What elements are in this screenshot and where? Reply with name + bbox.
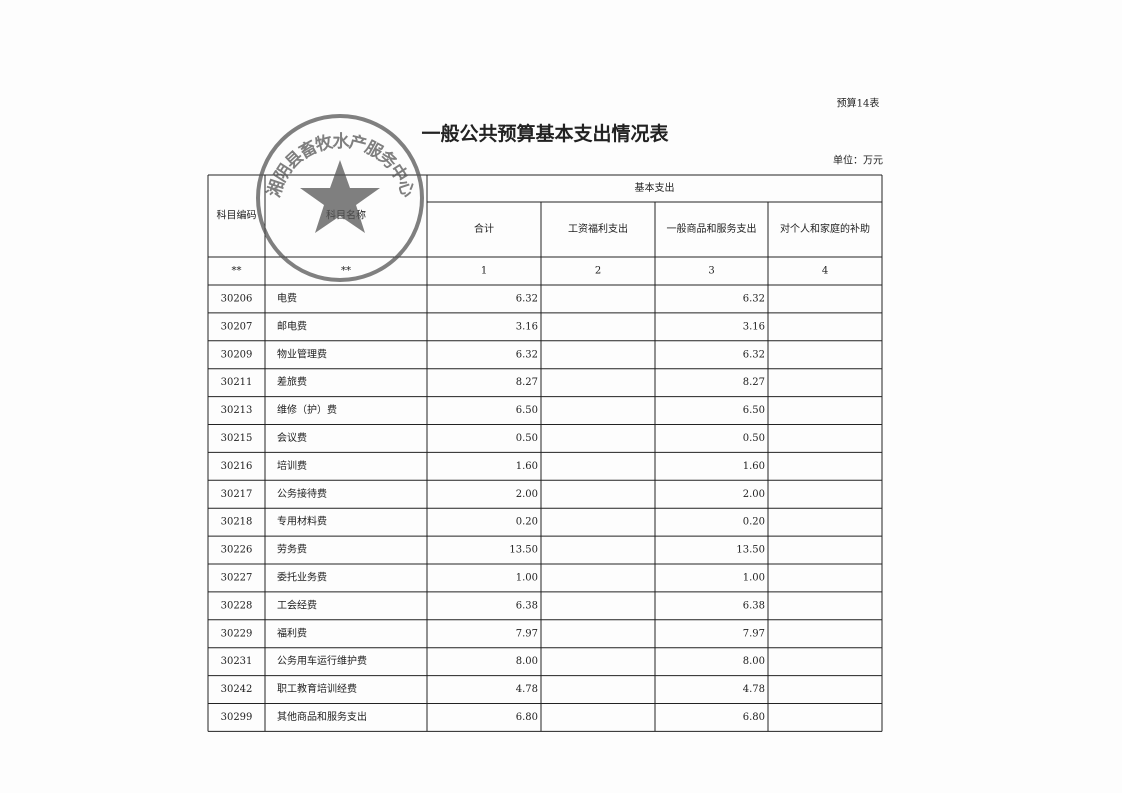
index-cell: ** — [341, 266, 351, 277]
amount-cell: 8.27 — [516, 377, 538, 388]
amount-cell: 6.32 — [743, 293, 765, 304]
amount-cell: 1.60 — [516, 461, 538, 472]
name-cell: 公务接待费 — [277, 487, 327, 500]
amount-cell: 0.50 — [516, 433, 538, 444]
amount-cell: 0.50 — [743, 433, 765, 444]
amount-cell: 2.00 — [516, 489, 538, 500]
column-header: 合计 — [474, 222, 494, 235]
column-group-header: 基本支出 — [635, 181, 675, 194]
column-header: 工资福利支出 — [568, 222, 628, 235]
amount-cell: 4.78 — [743, 684, 765, 695]
code-cell: 30227 — [221, 572, 253, 583]
code-cell: 30206 — [221, 293, 253, 304]
column-header: 科目编码 — [217, 209, 257, 222]
stamp-star — [300, 160, 380, 233]
table: 科目编码科目名称基本支出合计工资福利支出一般商品和服务支出对个人和家庭的补助**… — [207, 174, 883, 732]
index-cell: 2 — [595, 266, 601, 277]
amount-cell: 6.80 — [516, 712, 538, 723]
name-cell: 职工教育培训经费 — [277, 682, 357, 695]
amount-cell: 7.97 — [516, 628, 538, 639]
amount-cell: 2.00 — [743, 489, 765, 500]
name-cell: 培训费 — [277, 459, 307, 472]
amount-cell: 1.00 — [516, 572, 538, 583]
amount-cell: 8.00 — [743, 656, 765, 667]
amount-cell: 1.00 — [743, 572, 765, 583]
index-cell: 1 — [481, 266, 487, 277]
code-cell: 30211 — [221, 377, 253, 388]
amount-cell: 13.50 — [509, 545, 538, 556]
code-cell: 30231 — [221, 656, 253, 667]
amount-cell: 1.60 — [743, 461, 765, 472]
code-cell: 30226 — [221, 545, 253, 556]
code-cell: 30228 — [221, 600, 253, 611]
name-cell: 委托业务费 — [277, 570, 327, 583]
index-cell: 3 — [708, 266, 714, 277]
column-header: 一般商品和服务支出 — [667, 222, 757, 235]
stamp-ring — [256, 114, 424, 282]
amount-cell: 8.27 — [743, 377, 765, 388]
amount-cell: 3.16 — [743, 321, 765, 332]
column-header: 对个人和家庭的补助 — [780, 222, 870, 235]
name-cell: 专用材料费 — [277, 515, 327, 528]
amount-cell: 8.00 — [516, 656, 538, 667]
amount-cell: 6.32 — [516, 293, 538, 304]
amount-cell: 6.50 — [743, 405, 765, 416]
index-cell: ** — [232, 266, 242, 277]
name-cell: 劳务费 — [277, 543, 307, 556]
name-cell: 会议费 — [277, 431, 307, 444]
code-cell: 30218 — [221, 517, 253, 528]
code-cell: 30213 — [221, 405, 253, 416]
amount-cell: 7.97 — [743, 628, 765, 639]
amount-cell: 6.32 — [743, 349, 765, 360]
code-cell: 30216 — [221, 461, 253, 472]
amount-cell: 6.38 — [743, 600, 765, 611]
amount-cell: 6.80 — [743, 712, 765, 723]
name-cell: 工会经费 — [277, 598, 317, 611]
code-cell: 30207 — [221, 321, 253, 332]
amount-cell: 6.50 — [516, 405, 538, 416]
name-cell: 物业管理费 — [277, 347, 327, 360]
unit: 单位：万元 — [833, 154, 883, 167]
code-cell: 30242 — [221, 684, 253, 695]
title: 一般公共预算基本支出情况表 — [421, 122, 669, 145]
amount-cell: 6.38 — [516, 600, 538, 611]
code-cell: 30229 — [221, 628, 253, 639]
name-cell: 公务用车运行维护费 — [277, 654, 367, 667]
index-cell: 4 — [822, 266, 828, 277]
code-cell: 30299 — [221, 712, 253, 723]
amount-cell: 6.32 — [516, 349, 538, 360]
code-cell: 30215 — [221, 433, 253, 444]
name-cell: 邮电费 — [277, 319, 307, 332]
name-cell: 其他商品和服务支出 — [277, 710, 367, 723]
amount-cell: 0.20 — [743, 517, 765, 528]
name-cell: 差旅费 — [277, 375, 307, 388]
amount-cell: 13.50 — [736, 545, 765, 556]
code-cell: 30209 — [221, 349, 253, 360]
amount-cell: 4.78 — [516, 684, 538, 695]
name-cell: 电费 — [277, 291, 297, 304]
code-cell: 30217 — [221, 489, 253, 500]
name-cell: 维修（护）费 — [277, 403, 337, 416]
amount-cell: 3.16 — [516, 321, 538, 332]
amount-cell: 0.20 — [516, 517, 538, 528]
name-cell: 福利费 — [277, 626, 307, 639]
form-number: 预算14表 — [837, 97, 880, 110]
